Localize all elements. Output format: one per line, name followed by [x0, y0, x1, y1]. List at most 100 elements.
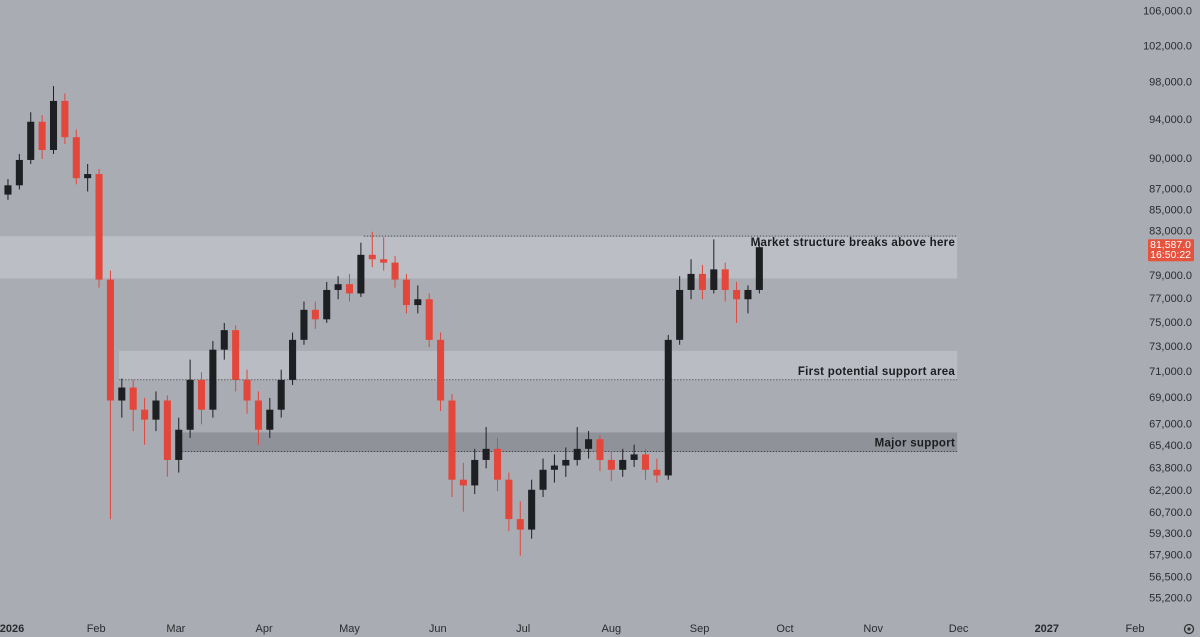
candle-body: [209, 349, 217, 410]
candle-body: [49, 100, 58, 151]
candle-body: [129, 387, 137, 410]
candle-body: [596, 439, 604, 460]
candle-body: [425, 299, 433, 340]
y-tick-label: 63,800.0: [1149, 462, 1192, 474]
candle-body: [84, 174, 92, 179]
y-tick-label: 59,300.0: [1149, 528, 1192, 540]
candle-body: [186, 379, 194, 430]
candle-body: [607, 459, 615, 470]
y-tick-label: 98,000.0: [1149, 76, 1192, 88]
candle-body: [232, 330, 240, 380]
candle-body: [152, 400, 160, 420]
candle-body: [38, 121, 46, 151]
candle-body: [482, 448, 490, 460]
candle-body: [391, 262, 399, 280]
candle-body: [619, 459, 627, 470]
candle-body: [106, 279, 114, 401]
x-tick-label: Sep: [690, 623, 710, 635]
candle-body: [698, 273, 706, 290]
candle-body: [277, 379, 285, 410]
x-tick-label: Nov: [863, 623, 883, 635]
candle-body: [516, 519, 524, 530]
candle-body: [300, 309, 308, 340]
candle-body: [653, 469, 661, 476]
candle-body: [402, 279, 410, 306]
candle-body: [733, 289, 741, 300]
y-tick-label: 55,200.0: [1149, 592, 1192, 604]
candle-body: [15, 159, 23, 186]
candle-body: [61, 100, 69, 138]
zone: [178, 432, 958, 452]
y-tick-label: 85,000.0: [1149, 204, 1192, 216]
candle-body: [243, 379, 251, 401]
y-tick-label: 71,000.0: [1149, 366, 1192, 378]
candle-body: [220, 330, 228, 350]
candle-body: [528, 489, 536, 530]
candle-body: [345, 284, 354, 294]
zone-label: First potential support area: [798, 366, 956, 378]
settings-dot: [1187, 627, 1191, 631]
y-tick-label: 87,000.0: [1149, 183, 1192, 195]
candle-body: [414, 299, 422, 306]
y-tick-label: 67,000.0: [1149, 418, 1192, 430]
candle-body: [550, 465, 558, 470]
y-tick-label: 77,000.0: [1149, 293, 1192, 305]
zone: [118, 350, 958, 380]
y-tick-label: 94,000.0: [1149, 114, 1192, 126]
candle-body: [163, 400, 171, 460]
candle-body: [493, 448, 502, 480]
x-tick-label: May: [339, 623, 360, 635]
zone: [0, 236, 958, 279]
settings-gear: [1183, 623, 1195, 635]
y-tick-label: 102,000.0: [1143, 40, 1192, 52]
candle-body: [95, 174, 103, 280]
x-tick-label: Mar: [166, 623, 185, 635]
x-tick-label: 2027: [1035, 623, 1059, 635]
y-tick-label: 83,000.0: [1149, 226, 1192, 238]
candle-body: [380, 259, 388, 263]
candle-body: [323, 289, 331, 320]
candle-body: [755, 247, 763, 290]
candle-body: [585, 439, 593, 449]
y-tick-label: 65,400.0: [1149, 440, 1192, 452]
candle-body: [710, 269, 718, 290]
candle-body: [357, 254, 365, 294]
y-tick-label: 79,000.0: [1149, 270, 1192, 282]
candle-body: [744, 289, 752, 300]
candle-body: [539, 469, 547, 490]
x-tick-label: Jul: [516, 623, 530, 635]
x-tick-label: Feb: [87, 623, 106, 635]
y-tick-label: 60,700.0: [1149, 507, 1192, 519]
candle-body: [459, 479, 467, 486]
candle-body: [254, 400, 262, 430]
y-tick-label: 106,000.0: [1143, 6, 1192, 18]
x-tick-label: Aug: [602, 623, 622, 635]
settings-icon[interactable]: [1183, 623, 1195, 635]
candle-body: [4, 185, 12, 195]
x-tick-label: Apr: [256, 623, 273, 635]
candle-body: [368, 254, 376, 260]
candle-body: [72, 137, 80, 179]
y-tick-label: 75,000.0: [1149, 317, 1192, 329]
y-tick-label: 62,200.0: [1149, 485, 1192, 497]
y-tick-label: 90,000.0: [1149, 153, 1192, 165]
candle-body: [437, 339, 445, 401]
y-tick-label: 56,500.0: [1149, 572, 1192, 584]
zone-label: Major support: [875, 438, 956, 450]
candle-body: [334, 284, 342, 290]
candle-body: [562, 459, 570, 466]
candle-body: [27, 121, 35, 160]
x-tick-label: 2026: [0, 623, 24, 635]
candle-body: [289, 339, 297, 380]
candle-body: [311, 309, 319, 320]
candle-body: [197, 379, 206, 410]
candle-body: [505, 479, 513, 520]
candle-body: [664, 339, 672, 476]
x-tick-label: Jun: [429, 623, 447, 635]
price-tag-label: 81,587.0: [1150, 239, 1191, 251]
candle-body: [630, 454, 638, 460]
y-tick-label: 69,000.0: [1149, 392, 1192, 404]
candle-body: [676, 289, 684, 340]
candle-body: [471, 459, 479, 486]
